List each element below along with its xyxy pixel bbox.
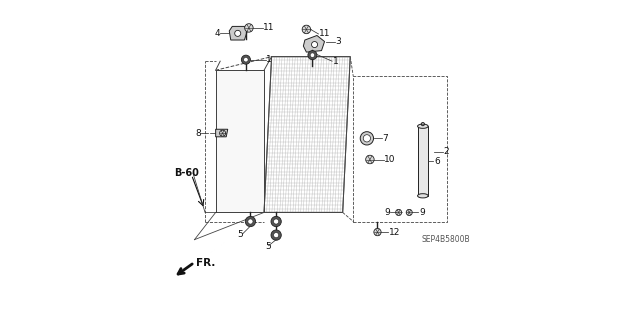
Circle shape [271, 230, 282, 240]
Text: 11: 11 [319, 29, 331, 39]
Circle shape [244, 57, 248, 62]
Circle shape [310, 53, 315, 57]
Circle shape [364, 135, 371, 142]
Text: 2: 2 [443, 147, 449, 156]
Text: 4: 4 [214, 29, 220, 38]
Text: 6: 6 [434, 157, 440, 166]
Text: 10: 10 [384, 155, 396, 164]
Circle shape [273, 233, 278, 238]
Circle shape [244, 24, 253, 32]
Text: 1: 1 [266, 55, 272, 64]
Polygon shape [229, 26, 248, 40]
Polygon shape [216, 70, 264, 212]
Text: 5: 5 [237, 230, 243, 239]
Circle shape [312, 41, 317, 48]
Circle shape [308, 51, 317, 60]
Circle shape [365, 155, 374, 164]
Text: FR.: FR. [196, 258, 215, 268]
Text: 9: 9 [419, 208, 425, 217]
Text: SEP4B5800B: SEP4B5800B [421, 235, 470, 244]
Text: 9: 9 [385, 208, 390, 217]
Circle shape [360, 132, 374, 145]
Circle shape [271, 216, 282, 227]
Text: 12: 12 [388, 227, 400, 237]
Ellipse shape [417, 194, 428, 198]
Circle shape [248, 219, 253, 224]
Polygon shape [216, 129, 228, 137]
Circle shape [245, 216, 255, 227]
Text: 3: 3 [336, 37, 342, 46]
Text: 7: 7 [383, 134, 388, 143]
Circle shape [374, 228, 381, 236]
Circle shape [235, 30, 241, 36]
Circle shape [220, 130, 226, 136]
Circle shape [302, 25, 310, 34]
Circle shape [396, 209, 402, 215]
Circle shape [406, 209, 412, 215]
Circle shape [241, 55, 250, 64]
Bar [417, 126, 428, 196]
Text: 8: 8 [195, 129, 201, 138]
Text: 5: 5 [265, 242, 271, 251]
Polygon shape [264, 57, 350, 212]
Text: 1: 1 [333, 57, 339, 66]
Text: B-60: B-60 [174, 168, 199, 178]
Polygon shape [303, 35, 324, 52]
Ellipse shape [417, 124, 428, 128]
Circle shape [273, 219, 278, 224]
Text: 11: 11 [263, 23, 275, 33]
